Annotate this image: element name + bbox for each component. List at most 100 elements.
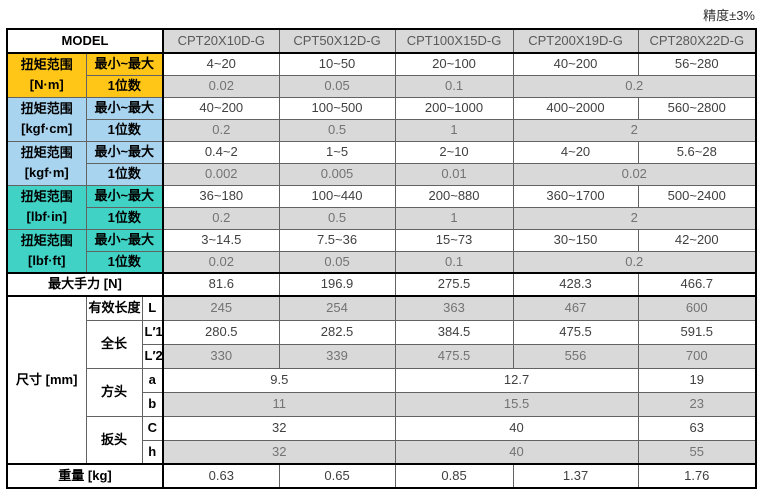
range-cell: 200~1000	[394, 96, 514, 120]
dim-value-cell: 40	[394, 415, 639, 441]
section-label-kgfm: 扭矩范围 [kgf·m]	[6, 140, 87, 186]
max-hand-force-label: 最大手力 [N]	[6, 272, 165, 297]
digit-sublabel: 1位数	[85, 162, 165, 186]
header-row: MODEL CPT20X10D-G CPT50X12D-G CPT100X15D…	[6, 28, 757, 54]
range-cell: 36~180	[162, 184, 280, 208]
force-cell: 275.5	[394, 272, 514, 297]
dim-group-square-drive: 方头	[85, 367, 143, 417]
dim-value-cell: 282.5	[278, 319, 396, 345]
dim-row-a: 方头 a 9.5 12.7 19	[7, 367, 757, 417]
range-cell: 40~200	[162, 96, 280, 120]
digit-sublabel: 1位数	[85, 118, 165, 142]
range-cell: 5.6~28	[637, 140, 757, 164]
digit-cell: 0.002	[162, 162, 280, 186]
spec-table: MODEL CPT20X10D-G CPT50X12D-G CPT100X15D…	[6, 28, 757, 489]
range-cell: 560~2800	[637, 96, 757, 120]
range-cell: 4~20	[512, 140, 639, 164]
digit-cell: 0.2	[512, 74, 757, 98]
range-cell: 500~2400	[637, 184, 757, 208]
dim-group-head: 扳头	[85, 415, 143, 465]
weight-row: 重量 [kg] 0.63 0.65 0.85 1.37 1.76	[6, 463, 757, 489]
dim-row-L: 尺寸 [mm] 有效长度 L 245 254 363 467 600	[6, 295, 757, 465]
torque-range-row-kgfcm: 扭矩范围 [kgf·cm] 最小~最大 40~200 100~500 200~1…	[6, 96, 757, 142]
model-cell: CPT100X15D-G	[394, 28, 514, 54]
torque-digit-row-kgfcm: 1位数 0.2 0.5 1 2	[7, 118, 757, 142]
range-sublabel: 最小~最大	[85, 96, 165, 120]
dim-value-cell: 12.7	[394, 367, 639, 393]
range-cell: 200~880	[394, 184, 514, 208]
digit-cell: 2	[512, 118, 757, 142]
torque-digit-row-kgfm: 1位数 0.002 0.005 0.01 0.02	[7, 162, 757, 186]
model-cell: CPT20X10D-G	[162, 28, 280, 54]
range-cell: 42~200	[637, 228, 757, 252]
dim-value-cell: 600	[637, 295, 757, 321]
dim-row-h: h 32 40 55	[7, 439, 757, 465]
section-unit: [kgf·m]	[24, 165, 69, 180]
section-label-nm: 扭矩范围 [N·m]	[6, 52, 87, 98]
range-cell: 1~5	[278, 140, 396, 164]
section-title: 扭矩范围	[20, 232, 73, 248]
digit-cell: 0.05	[278, 74, 396, 98]
range-cell: 30~150	[512, 228, 639, 252]
dim-value-cell: 32	[162, 415, 396, 441]
digit-cell: 0.05	[278, 250, 396, 274]
digit-cell: 0.01	[394, 162, 514, 186]
digit-cell: 0.005	[278, 162, 396, 186]
range-cell: 10~50	[278, 52, 396, 76]
torque-range-row-lbfin: 扭矩范围 [lbf·in] 最小~最大 36~180 100~440 200~8…	[6, 184, 757, 230]
dim-group-overall-length: 全长	[85, 319, 143, 369]
torque-range-row-nm: 扭矩范围 [N·m] 最小~最大 4~20 10~50 20~100 40~20…	[6, 52, 757, 98]
digit-cell: 0.02	[162, 250, 280, 274]
digit-cell: 0.1	[394, 74, 514, 98]
model-cell: CPT200X19D-G	[512, 28, 639, 54]
torque-range-row-lbfft: 扭矩范围 [lbf·ft] 最小~最大 3~14.5 7.5~36 15~73 …	[6, 228, 757, 274]
digit-cell: 0.2	[162, 118, 280, 142]
dim-row-L1: 全长 L′1 280.5 282.5 384.5 475.5 591.5	[7, 319, 757, 369]
range-cell: 15~73	[394, 228, 514, 252]
digit-cell: 0.02	[512, 162, 757, 186]
section-label-lbfft: 扭矩范围 [lbf·ft]	[6, 228, 87, 274]
torque-digit-row-lbfft: 1位数 0.02 0.05 0.1 0.2	[7, 250, 757, 274]
dim-value-cell: 363	[394, 295, 514, 321]
range-cell: 100~440	[278, 184, 396, 208]
weight-label: 重量 [kg]	[6, 463, 165, 489]
range-cell: 20~100	[394, 52, 514, 76]
dim-row-b: b 11 15.5 23	[7, 391, 757, 417]
digit-cell: 0.2	[162, 206, 280, 230]
dim-value-cell: 32	[162, 439, 396, 465]
section-unit: [kgf·cm]	[21, 121, 73, 136]
digit-sublabel: 1位数	[85, 206, 165, 230]
range-cell: 2~10	[394, 140, 514, 164]
section-title: 扭矩范围	[20, 188, 73, 204]
range-cell: 400~2000	[512, 96, 639, 120]
digit-sublabel: 1位数	[85, 74, 165, 98]
range-sublabel: 最小~最大	[85, 140, 165, 164]
range-cell: 7.5~36	[278, 228, 396, 252]
dim-value-cell: 55	[637, 439, 757, 465]
section-title: 扭矩范围	[20, 144, 73, 160]
digit-cell: 1	[394, 118, 514, 142]
weight-cell: 1.37	[512, 463, 639, 489]
dim-letter: L′1	[141, 319, 165, 345]
dim-value-cell: 591.5	[637, 319, 757, 345]
range-cell: 40~200	[512, 52, 639, 76]
dim-value-cell: 40	[394, 439, 639, 465]
weight-cell: 0.65	[278, 463, 396, 489]
section-label-lbfin: 扭矩范围 [lbf·in]	[6, 184, 87, 230]
dim-row-L2: L′2 330 339 475.5 556 700	[7, 343, 757, 369]
section-unit: [N·m]	[29, 77, 64, 93]
dim-value-cell: 280.5	[162, 319, 280, 345]
dim-letter: L′2	[141, 343, 165, 369]
model-label: MODEL	[6, 28, 165, 54]
dim-value-cell: 467	[512, 295, 639, 321]
dim-letter: C	[141, 415, 165, 441]
dim-value-cell: 330	[162, 343, 280, 369]
model-cell: CPT280X22D-G	[637, 28, 757, 54]
dim-letter: h	[141, 439, 165, 465]
section-unit: [lbf·ft]	[27, 252, 66, 268]
digit-cell: 0.5	[278, 118, 396, 142]
dim-value-cell: 9.5	[162, 367, 396, 393]
digit-cell: 2	[512, 206, 757, 230]
model-cell: CPT50X12D-G	[278, 28, 396, 54]
dim-value-cell: 19	[637, 367, 757, 393]
